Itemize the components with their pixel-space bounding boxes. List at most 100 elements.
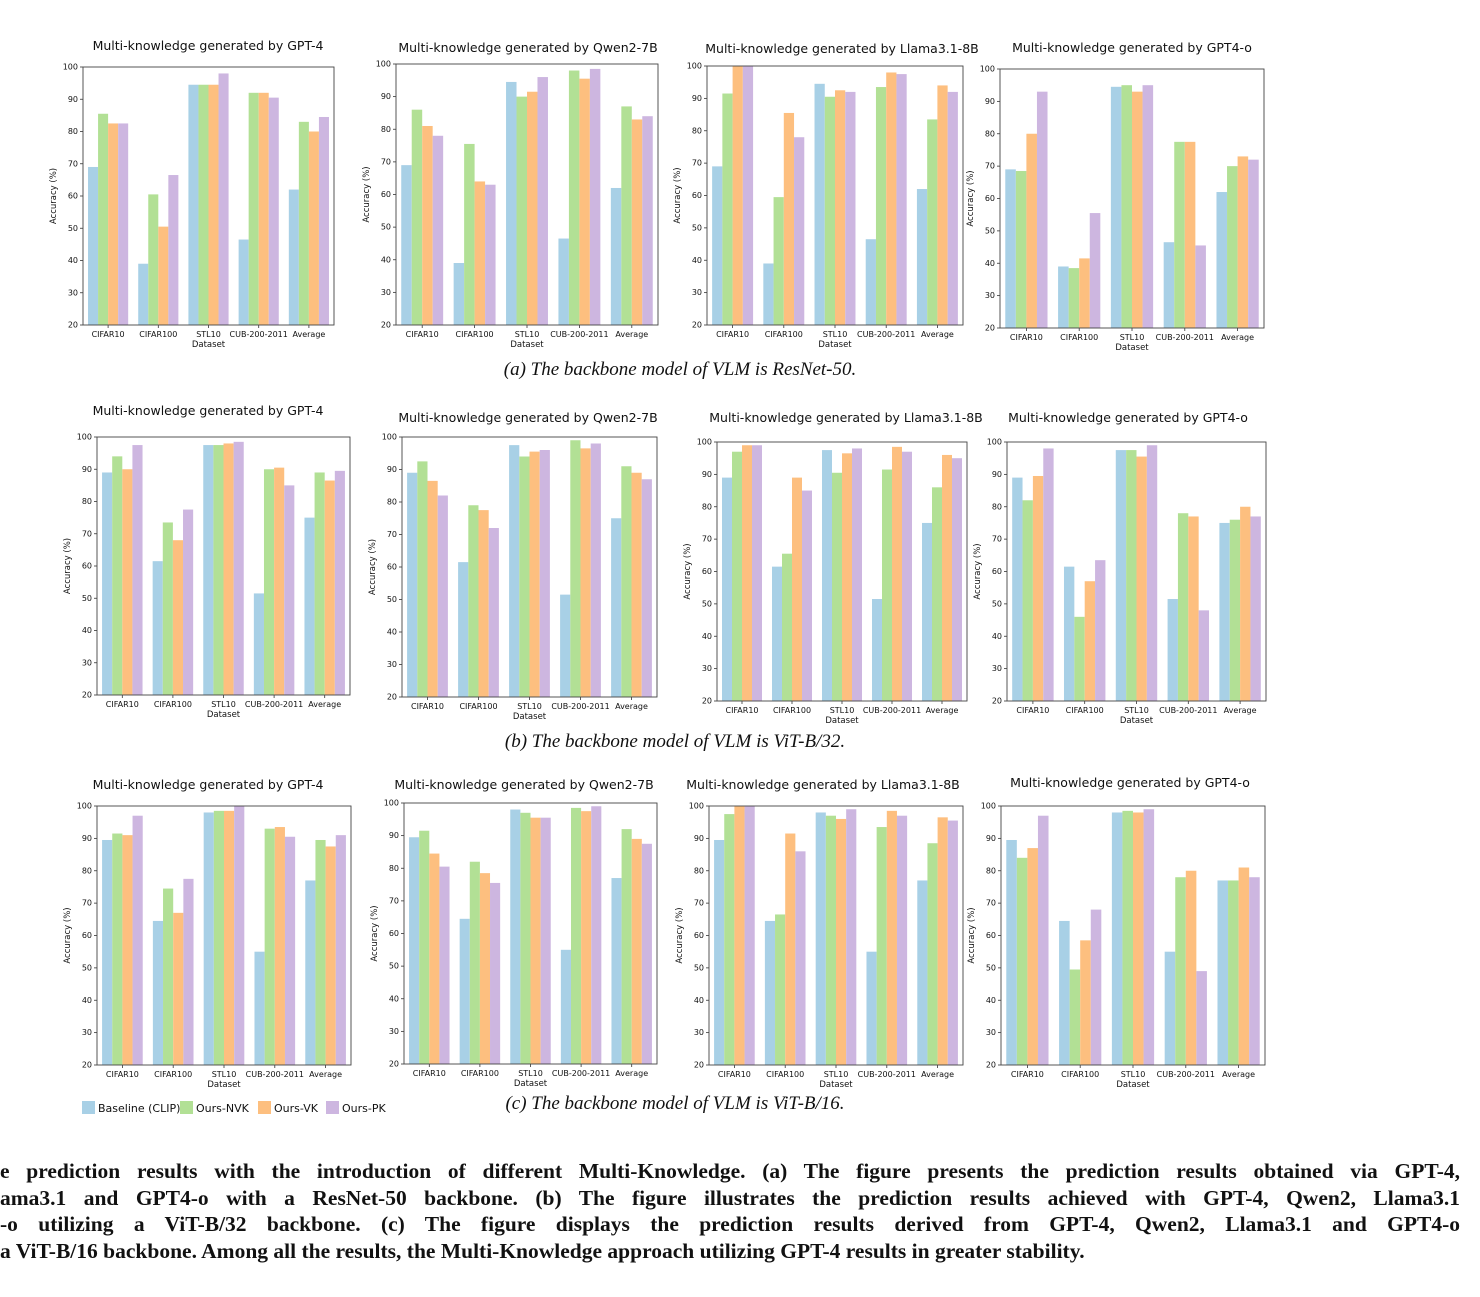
y-tick-label: 50 [82, 594, 92, 603]
bar-ours-nvk-cub-200-2011 [1177, 513, 1189, 701]
y-tick-label: 40 [992, 632, 1002, 641]
y-tick-label: 90 [986, 834, 996, 843]
chart-1: Multi-knowledge generated by GPT-4 20 30 40… [49, 38, 335, 350]
y-tick-label: 30 [985, 291, 995, 300]
y-tick-label: 80 [82, 866, 92, 875]
plot-frame [401, 436, 658, 698]
x-tick-label-cifar100: CIFAR100 [459, 702, 497, 711]
bar-baseline-clip-cub-200-2011 [1164, 951, 1176, 1065]
bar-baseline-clip-cub-200-2011 [560, 594, 571, 697]
x-axis-label: Dataset [513, 712, 547, 722]
y-tick-label: 100 [697, 438, 712, 447]
bar-baseline-clip-stl10 [509, 445, 520, 697]
y-tick-label: 20 [381, 321, 391, 330]
bar-ours-vk-cifar100 [478, 510, 489, 697]
bar-ours-nvk-cub-200-2011 [875, 87, 887, 325]
bar-ours-nvk-stl10 [516, 96, 527, 325]
y-tick-label: 30 [992, 664, 1002, 673]
y-tick-label: 20 [985, 324, 995, 333]
bar-baseline-clip-stl10 [815, 812, 826, 1065]
bar-ours-pk-cifar100 [1089, 213, 1101, 328]
bar-ours-nvk-stl10 [520, 812, 531, 1064]
bar-ours-nvk-stl10 [1122, 810, 1133, 1065]
bar-ours-nvk-average [621, 106, 632, 325]
y-tick-label: 60 [986, 931, 996, 940]
bar-ours-pk-stl10 [537, 77, 548, 325]
bar-baseline-clip-cifar10 [102, 839, 113, 1065]
bar-ours-pk-cub-200-2011 [284, 836, 296, 1065]
y-tick-label: 30 [702, 664, 712, 673]
bar-baseline-clip-cifar100 [1058, 266, 1069, 328]
bar-ours-vk-average [631, 119, 643, 326]
bar-ours-pk-stl10 [218, 73, 229, 325]
bar-baseline-clip-cub-200-2011 [866, 951, 877, 1065]
bar-ours-nvk-cifar10 [1016, 857, 1028, 1065]
chart-title: Multi-knowledge generated by Qwen2-7B [394, 777, 653, 792]
bar-ours-nvk-stl10 [825, 815, 836, 1065]
bar-baseline-clip-cifar100 [764, 920, 776, 1065]
y-tick-label: 50 [986, 963, 996, 972]
bar-ours-pk-cifar100 [1095, 560, 1106, 701]
y-tick-label: 50 [387, 595, 397, 604]
x-tick-label-cifar10: CIFAR10 [725, 706, 758, 715]
x-tick-label-stl10: STL10 [823, 330, 848, 339]
x-tick-label-cub-200-2011: CUB-200-2011 [863, 706, 921, 715]
y-tick-label: 70 [82, 899, 92, 908]
chart-6: Multi-knowledge generated by Qwen2-7B 20 3… [368, 410, 658, 722]
bar-ours-vk-cifar10 [1027, 848, 1038, 1065]
bar-ours-nvk-cub-200-2011 [263, 469, 275, 695]
bar-ours-nvk-average [621, 829, 632, 1064]
bar-ours-nvk-average [298, 121, 309, 325]
bar-ours-vk-cifar10 [427, 480, 438, 697]
y-tick-label: 50 [82, 963, 92, 972]
y-tick-label: 70 [986, 899, 996, 908]
bar-ours-vk-cub-200-2011 [258, 92, 269, 325]
bar-ours-vk-cub-200-2011 [581, 811, 592, 1064]
bar-ours-pk-stl10 [846, 809, 857, 1065]
y-tick-label: 60 [68, 192, 78, 201]
bar-ours-pk-average [335, 835, 346, 1065]
y-tick-label: 100 [382, 433, 397, 442]
bar-ours-nvk-cifar100 [464, 143, 475, 325]
bar-ours-nvk-cifar10 [417, 461, 428, 697]
bar-baseline-clip-cifar10 [409, 837, 420, 1064]
x-tick-label-cub-200-2011: CUB-200-2011 [246, 1070, 304, 1079]
x-tick-label-cifar100: CIFAR100 [773, 706, 811, 715]
x-tick-label-cifar100: CIFAR100 [766, 1070, 804, 1079]
chart-title: Multi-knowledge generated by GPT4-o [1010, 775, 1250, 790]
y-tick-label: 30 [82, 1028, 92, 1037]
caption-line-4: a ViT-B/16 backbone. Among all the resul… [0, 1238, 1085, 1263]
bar-ours-pk-cifar10 [118, 123, 129, 325]
x-tick-label-stl10: STL10 [1124, 706, 1149, 715]
bar-ours-pk-cifar10 [132, 445, 143, 695]
y-tick-label: 80 [389, 864, 399, 873]
legend-label-nvk: Ours-NVK [196, 1102, 250, 1115]
x-axis-label: Dataset [1120, 716, 1154, 726]
x-tick-label-cub-200-2011: CUB-200-2011 [857, 330, 915, 339]
chart-title: Multi-knowledge generated by GPT-4 [93, 403, 324, 418]
legend-swatch-baseline [82, 1101, 95, 1114]
x-tick-label-cub-200-2011: CUB-200-2011 [245, 700, 303, 709]
caption-line-1: e prediction results with the introducti… [0, 1159, 1460, 1183]
x-tick-label-stl10: STL10 [515, 330, 540, 339]
bar-ours-vk-stl10 [1136, 456, 1147, 701]
bar-baseline-clip-average [1216, 192, 1228, 328]
legend: Baseline (CLIP) Ours-NVK Ours-VK Ours-PK [82, 1101, 386, 1115]
plot-frame [706, 65, 964, 326]
bar-ours-vk-cifar100 [792, 477, 802, 701]
bar-ours-nvk-cub-200-2011 [264, 828, 275, 1065]
bar-ours-vk-stl10 [224, 810, 235, 1065]
x-tick-label-average: Average [615, 330, 648, 339]
bar-ours-vk-average [937, 817, 948, 1065]
bar-ours-nvk-average [1228, 880, 1239, 1065]
y-tick-label: 50 [702, 599, 712, 608]
bar-baseline-clip-cifar10 [1006, 839, 1017, 1065]
y-tick-label: 90 [389, 831, 399, 840]
chart-9: Multi-knowledge generated by GPT-4 20 30 40… [63, 777, 352, 1090]
bar-ours-nvk-stl10 [213, 810, 224, 1065]
chart-title: Multi-knowledge generated by Llama3.1-8B [686, 777, 960, 792]
bar-ours-nvk-cub-200-2011 [1175, 877, 1186, 1065]
y-tick-label: 20 [692, 321, 702, 330]
bar-baseline-clip-average [922, 522, 932, 701]
bar-ours-nvk-average [927, 119, 938, 325]
